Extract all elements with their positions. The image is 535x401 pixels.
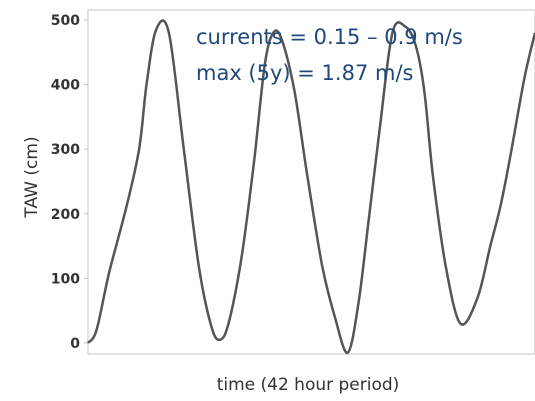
y-tick-label: 500 (51, 13, 80, 29)
y-tick-label: 300 (51, 142, 80, 158)
y-axis-ticks: 0 100 200 300 400 500 (51, 13, 88, 352)
y-axis-label: TAW (cm) (22, 136, 42, 218)
x-axis-label: time (42 hour period) (217, 375, 400, 395)
annotation-max: max (5y) = 1.87 m/s (196, 61, 413, 85)
y-tick-label: 100 (51, 271, 80, 287)
y-tick-label: 400 (51, 78, 80, 94)
annotation-currents: currents = 0.15 – 0.9 m/s (196, 25, 463, 49)
y-tick-label: 0 (70, 336, 80, 352)
series-lines (86, 19, 535, 354)
y-tick-label: 200 (51, 207, 80, 223)
plot-area-border (87, 9, 535, 355)
plot-frame (87, 9, 535, 355)
series-line-0 (86, 19, 535, 354)
